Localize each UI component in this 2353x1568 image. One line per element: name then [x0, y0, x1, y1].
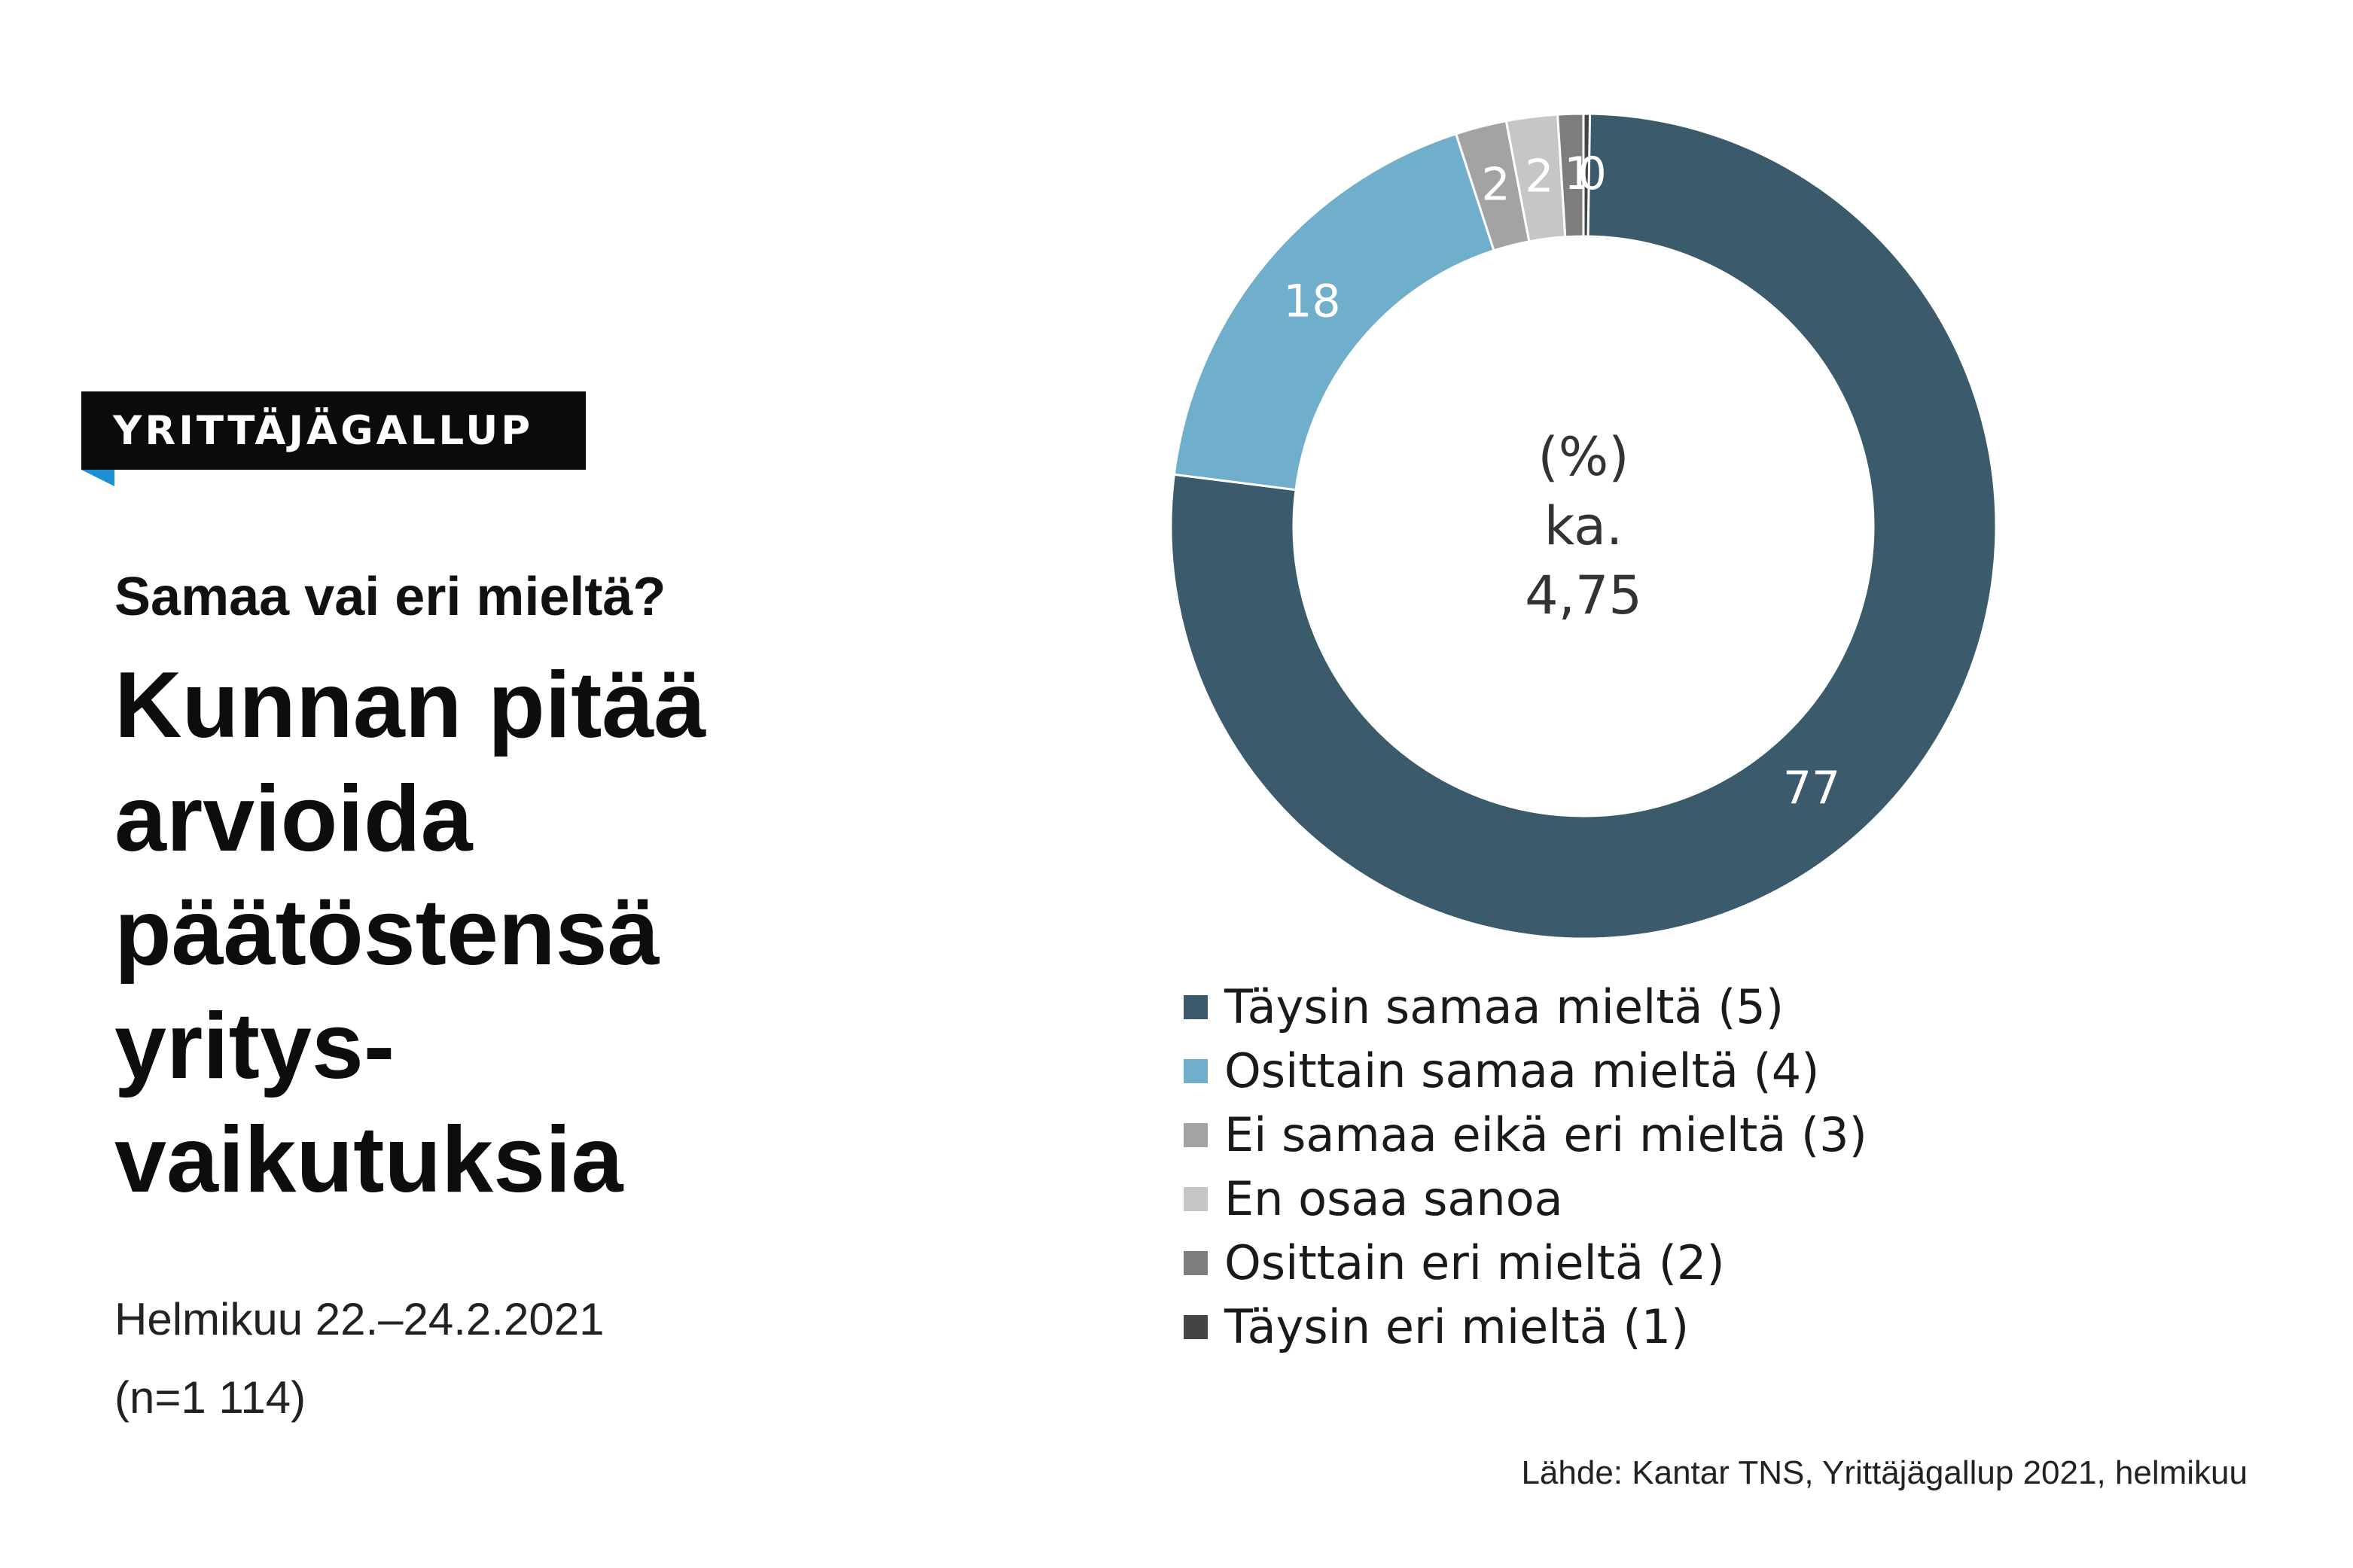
- slice-value-label: 0: [1578, 148, 1607, 200]
- legend-item: En osaa sanoa: [1184, 1167, 1867, 1231]
- donut-center-label: 4,75: [1525, 565, 1642, 626]
- legend-swatch: [1184, 1250, 1208, 1275]
- legend-label: Täysin samaa mieltä (5): [1224, 979, 1785, 1034]
- donut-slice: [1582, 112, 1592, 238]
- donut-slice: [1169, 112, 1998, 940]
- donut-slice: [1172, 132, 1495, 492]
- kicker-question: Samaa vai eri mieltä?: [114, 567, 666, 627]
- slice-value-label: 77: [1783, 762, 1840, 814]
- legend-swatch: [1184, 1314, 1208, 1339]
- donut-center-label: ka.: [1544, 495, 1623, 557]
- slice-value-label: 18: [1283, 276, 1340, 328]
- legend-label: Osittain eri mieltä (2): [1224, 1235, 1725, 1290]
- legend-swatch: [1184, 1058, 1208, 1083]
- legend-item: Täysin eri mieltä (1): [1184, 1295, 1867, 1359]
- headline: Kunnan pitää arvioida päätöstensä yritys…: [114, 649, 867, 1217]
- badge-label: YRITTÄJÄGALLUP: [113, 407, 534, 454]
- chart-legend: Täysin samaa mieltä (5) Osittain samaa mi…: [1184, 975, 1867, 1359]
- source-note: Lähde: Kantar TNS, Yrittäjägallup 2021, …: [1521, 1454, 2248, 1491]
- legend-swatch: [1184, 1122, 1208, 1147]
- headline-line: päätöstensä: [114, 881, 660, 985]
- legend-label: Osittain samaa mieltä (4): [1224, 1043, 1820, 1098]
- headline-line: yritys-: [114, 994, 395, 1098]
- slice-value-label: 2: [1482, 159, 1510, 212]
- headline-line: vaikutuksia: [114, 1108, 623, 1212]
- legend-item: Osittain samaa mieltä (4): [1184, 1039, 1867, 1103]
- legend-label: En osaa sanoa: [1224, 1171, 1563, 1226]
- legend-swatch: [1184, 994, 1208, 1019]
- legend-item: Täysin samaa mieltä (5): [1184, 975, 1867, 1039]
- legend-item: Osittain eri mieltä (2): [1184, 1231, 1867, 1295]
- headline-line: Kunnan pitää: [114, 653, 706, 757]
- section-badge: YRITTÄJÄGALLUP: [81, 391, 586, 470]
- legend-label: Täysin eri mieltä (1): [1224, 1299, 1690, 1354]
- headline-line: arvioida: [114, 767, 473, 871]
- slice-value-label: 2: [1525, 151, 1553, 203]
- survey-date: Helmikuu 22.–24.2.2021: [114, 1294, 605, 1344]
- legend-swatch: [1184, 1186, 1208, 1211]
- legend-label: Ei samaa eikä eri mieltä (3): [1224, 1107, 1867, 1162]
- badge-corner-decoration: [81, 470, 114, 486]
- donut-center-label: (%): [1538, 426, 1629, 488]
- legend-item: Ei samaa eikä eri mieltä (3): [1184, 1103, 1867, 1167]
- sample-size: (n=1 114): [114, 1372, 306, 1423]
